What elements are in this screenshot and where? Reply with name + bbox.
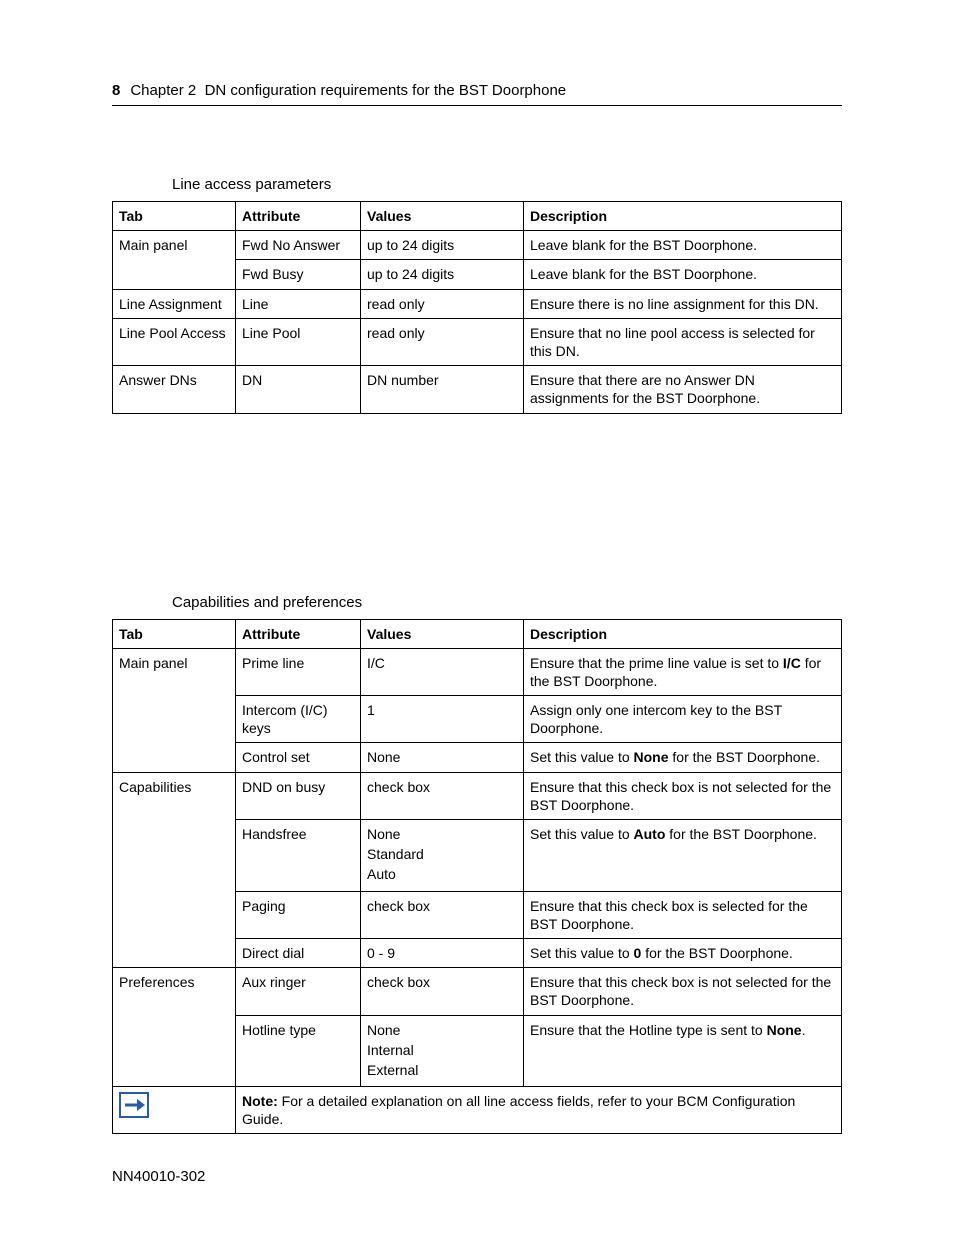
col-header-tab: Tab [113, 619, 236, 648]
cell-attr: Fwd No Answer [236, 231, 361, 260]
cell-attr: Intercom (I/C) keys [236, 696, 361, 743]
cell-val: None Standard Auto [361, 820, 524, 892]
cell-val: check box [361, 772, 524, 819]
cell-tab: Capabilities [113, 772, 236, 968]
cell-desc: Ensure that the prime line value is set … [524, 648, 842, 695]
col-header-values: Values [361, 619, 524, 648]
table1-title: Line access parameters [172, 176, 842, 193]
cell-attr: Line [236, 289, 361, 318]
col-header-attr: Attribute [236, 619, 361, 648]
table-capabilities: Tab Attribute Values Description Main pa… [112, 619, 842, 1135]
table-row: Preferences Aux ringer check box Ensure … [113, 968, 842, 1015]
cell-desc: Set this value to None for the BST Doorp… [524, 743, 842, 772]
page-number: 8 [112, 82, 120, 99]
cell-val: None Internal External [361, 1015, 524, 1087]
note-icon-cell [113, 1087, 236, 1134]
page-header: 8 Chapter 2 DN configuration requirement… [112, 82, 842, 99]
cell-desc: Ensure that no line pool access is selec… [524, 318, 842, 365]
table-row: Line Pool Access Line Pool read only Ens… [113, 318, 842, 365]
cell-attr: Aux ringer [236, 968, 361, 1015]
cell-desc: Ensure that this check box is not select… [524, 772, 842, 819]
cell-val: read only [361, 289, 524, 318]
cell-tab: Main panel [113, 231, 236, 289]
chapter-label: Chapter 2 [130, 82, 196, 99]
col-header-desc: Description [524, 202, 842, 231]
cell-tab: Line Assignment [113, 289, 236, 318]
cell-attr: Control set [236, 743, 361, 772]
table-row: Line Assignment Line read only Ensure th… [113, 289, 842, 318]
cell-attr: Fwd Busy [236, 260, 361, 289]
table2-title: Capabilities and preferences [172, 594, 842, 611]
table-row: Main panel Fwd No Answer up to 24 digits… [113, 231, 842, 260]
cell-attr: Hotline type [236, 1015, 361, 1087]
cell-tab: Preferences [113, 968, 236, 1087]
table-row: Capabilities DND on busy check box Ensur… [113, 772, 842, 819]
cell-val: 0 - 9 [361, 938, 524, 967]
table-row: Answer DNs DN DN number Ensure that ther… [113, 366, 842, 413]
cell-attr: DND on busy [236, 772, 361, 819]
cell-val: I/C [361, 648, 524, 695]
cell-desc: Assign only one intercom key to the BST … [524, 696, 842, 743]
note-row: Note: For a detailed explanation on all … [113, 1087, 842, 1134]
cell-desc: Ensure that this check box is selected f… [524, 891, 842, 938]
col-header-desc: Description [524, 619, 842, 648]
cell-desc: Ensure there is no line assignment for t… [524, 289, 842, 318]
cell-val: None [361, 743, 524, 772]
cell-attr: Handsfree [236, 820, 361, 892]
cell-desc: Ensure that the Hotline type is sent to … [524, 1015, 842, 1087]
cell-val: up to 24 digits [361, 231, 524, 260]
cell-tab: Line Pool Access [113, 318, 236, 365]
cell-desc: Ensure that this check box is not select… [524, 968, 842, 1015]
header-rule [112, 105, 842, 106]
cell-val: up to 24 digits [361, 260, 524, 289]
table-line-access: Tab Attribute Values Description Main pa… [112, 201, 842, 414]
footer-doc-number: NN40010-302 [112, 1168, 205, 1185]
cell-tab: Answer DNs [113, 366, 236, 413]
cell-attr: Prime line [236, 648, 361, 695]
cell-desc: Leave blank for the BST Doorphone. [524, 231, 842, 260]
cell-desc: Leave blank for the BST Doorphone. [524, 260, 842, 289]
cell-val: 1 [361, 696, 524, 743]
cell-desc: Ensure that there are no Answer DN assig… [524, 366, 842, 413]
cell-val: check box [361, 968, 524, 1015]
cell-tab: Main panel [113, 648, 236, 772]
arrow-right-icon [119, 1092, 149, 1118]
cell-attr: Direct dial [236, 938, 361, 967]
col-header-tab: Tab [113, 202, 236, 231]
cell-attr: Line Pool [236, 318, 361, 365]
col-header-attr: Attribute [236, 202, 361, 231]
col-header-values: Values [361, 202, 524, 231]
chapter-title: DN configuration requirements for the BS… [205, 82, 567, 99]
cell-val: read only [361, 318, 524, 365]
table-row: Main panel Prime line I/C Ensure that th… [113, 648, 842, 695]
cell-desc: Set this value to Auto for the BST Doorp… [524, 820, 842, 892]
cell-desc: Set this value to 0 for the BST Doorphon… [524, 938, 842, 967]
cell-val: check box [361, 891, 524, 938]
cell-attr: Paging [236, 891, 361, 938]
note-text: Note: For a detailed explanation on all … [236, 1087, 842, 1134]
cell-val: DN number [361, 366, 524, 413]
cell-attr: DN [236, 366, 361, 413]
